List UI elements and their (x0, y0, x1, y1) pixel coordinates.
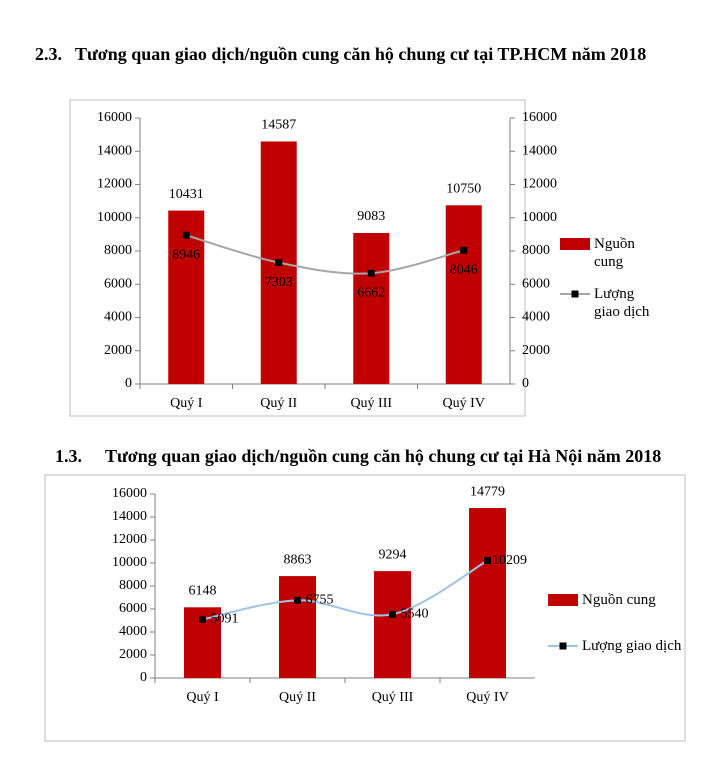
y2-tick-label: 8000 (522, 243, 550, 258)
chart-title: Tương quan giao dịch/nguồn cung căn hộ c… (105, 446, 662, 466)
line-value-label: 6662 (357, 285, 385, 300)
y-tick-label: 8000 (119, 578, 147, 593)
legend-item: Nguồn cung (548, 591, 708, 609)
line-marker (389, 610, 396, 618)
x-tick-label: Quý III (350, 396, 392, 411)
y-tick-label: 12000 (112, 532, 147, 547)
line-value-label: 5091 (211, 612, 239, 627)
bar-value-label: 6148 (189, 584, 217, 599)
y-tick-label: 0 (140, 670, 147, 685)
legend-item: Lượng giao dịch (560, 285, 650, 321)
legend-label: Nguồn cung (582, 592, 656, 608)
bar-value-label: 14587 (261, 118, 296, 133)
y2-tick-label: 16000 (522, 110, 557, 125)
legend-item: Nguồn cung (560, 235, 650, 271)
line-marker (182, 231, 190, 239)
bar-value-label: 10431 (169, 187, 204, 202)
bar-value-label: 8863 (284, 552, 312, 567)
y-tick-label: 6000 (119, 601, 147, 616)
y2-tick-label: 10000 (522, 210, 557, 225)
y-tick-label: 10000 (112, 555, 147, 570)
y2-tick-label: 12000 (522, 177, 557, 192)
y2-tick-label: 2000 (522, 343, 550, 358)
y-tick-label: 14000 (97, 143, 132, 158)
legend-swatch (548, 594, 578, 606)
line-value-label: 8046 (450, 262, 478, 277)
line-value-label: 6755 (306, 593, 334, 608)
line-marker (275, 259, 283, 267)
bar (445, 205, 482, 384)
section-number: 2.3. (35, 44, 62, 64)
legend-bar (560, 238, 590, 250)
x-tick-label: Quý III (372, 690, 414, 705)
legend-item: Lượng giao dịch (548, 637, 708, 655)
bar-value-label: 14779 (470, 484, 505, 499)
line-marker (367, 269, 375, 277)
y-tick-label: 8000 (104, 243, 132, 258)
legend-swatch (560, 238, 590, 250)
y-tick-label: 4000 (104, 310, 132, 325)
section-number: 1.3. (55, 446, 82, 466)
bar-value-label: 9083 (357, 209, 385, 224)
line (185, 234, 464, 275)
legend-marker (571, 290, 579, 298)
x-tick-label: Quý I (186, 690, 219, 705)
legend-marker (559, 642, 567, 650)
legend-label: Nguồn cung (594, 236, 635, 270)
line-value-label: 10209 (492, 553, 527, 568)
bar-value-label: 9294 (379, 547, 407, 562)
y-tick-label: 2000 (119, 647, 147, 662)
bar (469, 508, 506, 678)
legend-bar (548, 594, 578, 606)
x-tick-label: Quý IV (466, 690, 508, 705)
y2-tick-label: 4000 (522, 310, 550, 325)
line-marker (484, 557, 491, 565)
bar (353, 232, 390, 384)
y-tick-label: 2000 (104, 343, 132, 358)
bar (374, 571, 411, 678)
chart-title: Tương quan giao dịch/nguồn cung căn hộ c… (75, 44, 647, 64)
chart-frame (69, 99, 526, 417)
y2-tick-label: 6000 (522, 276, 550, 291)
y-tick-label: 16000 (97, 110, 132, 125)
y-tick-label: 16000 (112, 486, 147, 501)
x-tick-label: Quý II (260, 396, 297, 411)
y-tick-label: 12000 (97, 177, 132, 192)
y-tick-label: 4000 (119, 624, 147, 639)
line-value-label: 8946 (172, 247, 200, 262)
legend-label: Lượng giao dịch (594, 286, 650, 320)
line-marker (199, 615, 206, 623)
y2-tick-label: 14000 (522, 143, 557, 158)
line (202, 559, 488, 621)
y-tick-label: 10000 (97, 210, 132, 225)
line-marker (294, 596, 301, 604)
chart-frame (44, 474, 686, 742)
legend-swatch (548, 642, 578, 650)
x-tick-label: Quý II (279, 690, 316, 705)
legend-swatch (560, 290, 590, 298)
line-value-label: 5540 (401, 607, 429, 622)
y-tick-label: 14000 (112, 509, 147, 524)
y2-tick-label: 0 (522, 376, 529, 391)
line-marker (460, 246, 468, 254)
bar-value-label: 10750 (446, 182, 481, 197)
legend-label: Lượng giao dịch (582, 638, 682, 654)
line-value-label: 7303 (265, 275, 293, 290)
x-tick-label: Quý IV (443, 396, 485, 411)
y-tick-label: 6000 (104, 276, 132, 291)
x-tick-label: Quý I (170, 396, 203, 411)
bar (279, 576, 316, 678)
y-tick-label: 0 (125, 376, 132, 391)
